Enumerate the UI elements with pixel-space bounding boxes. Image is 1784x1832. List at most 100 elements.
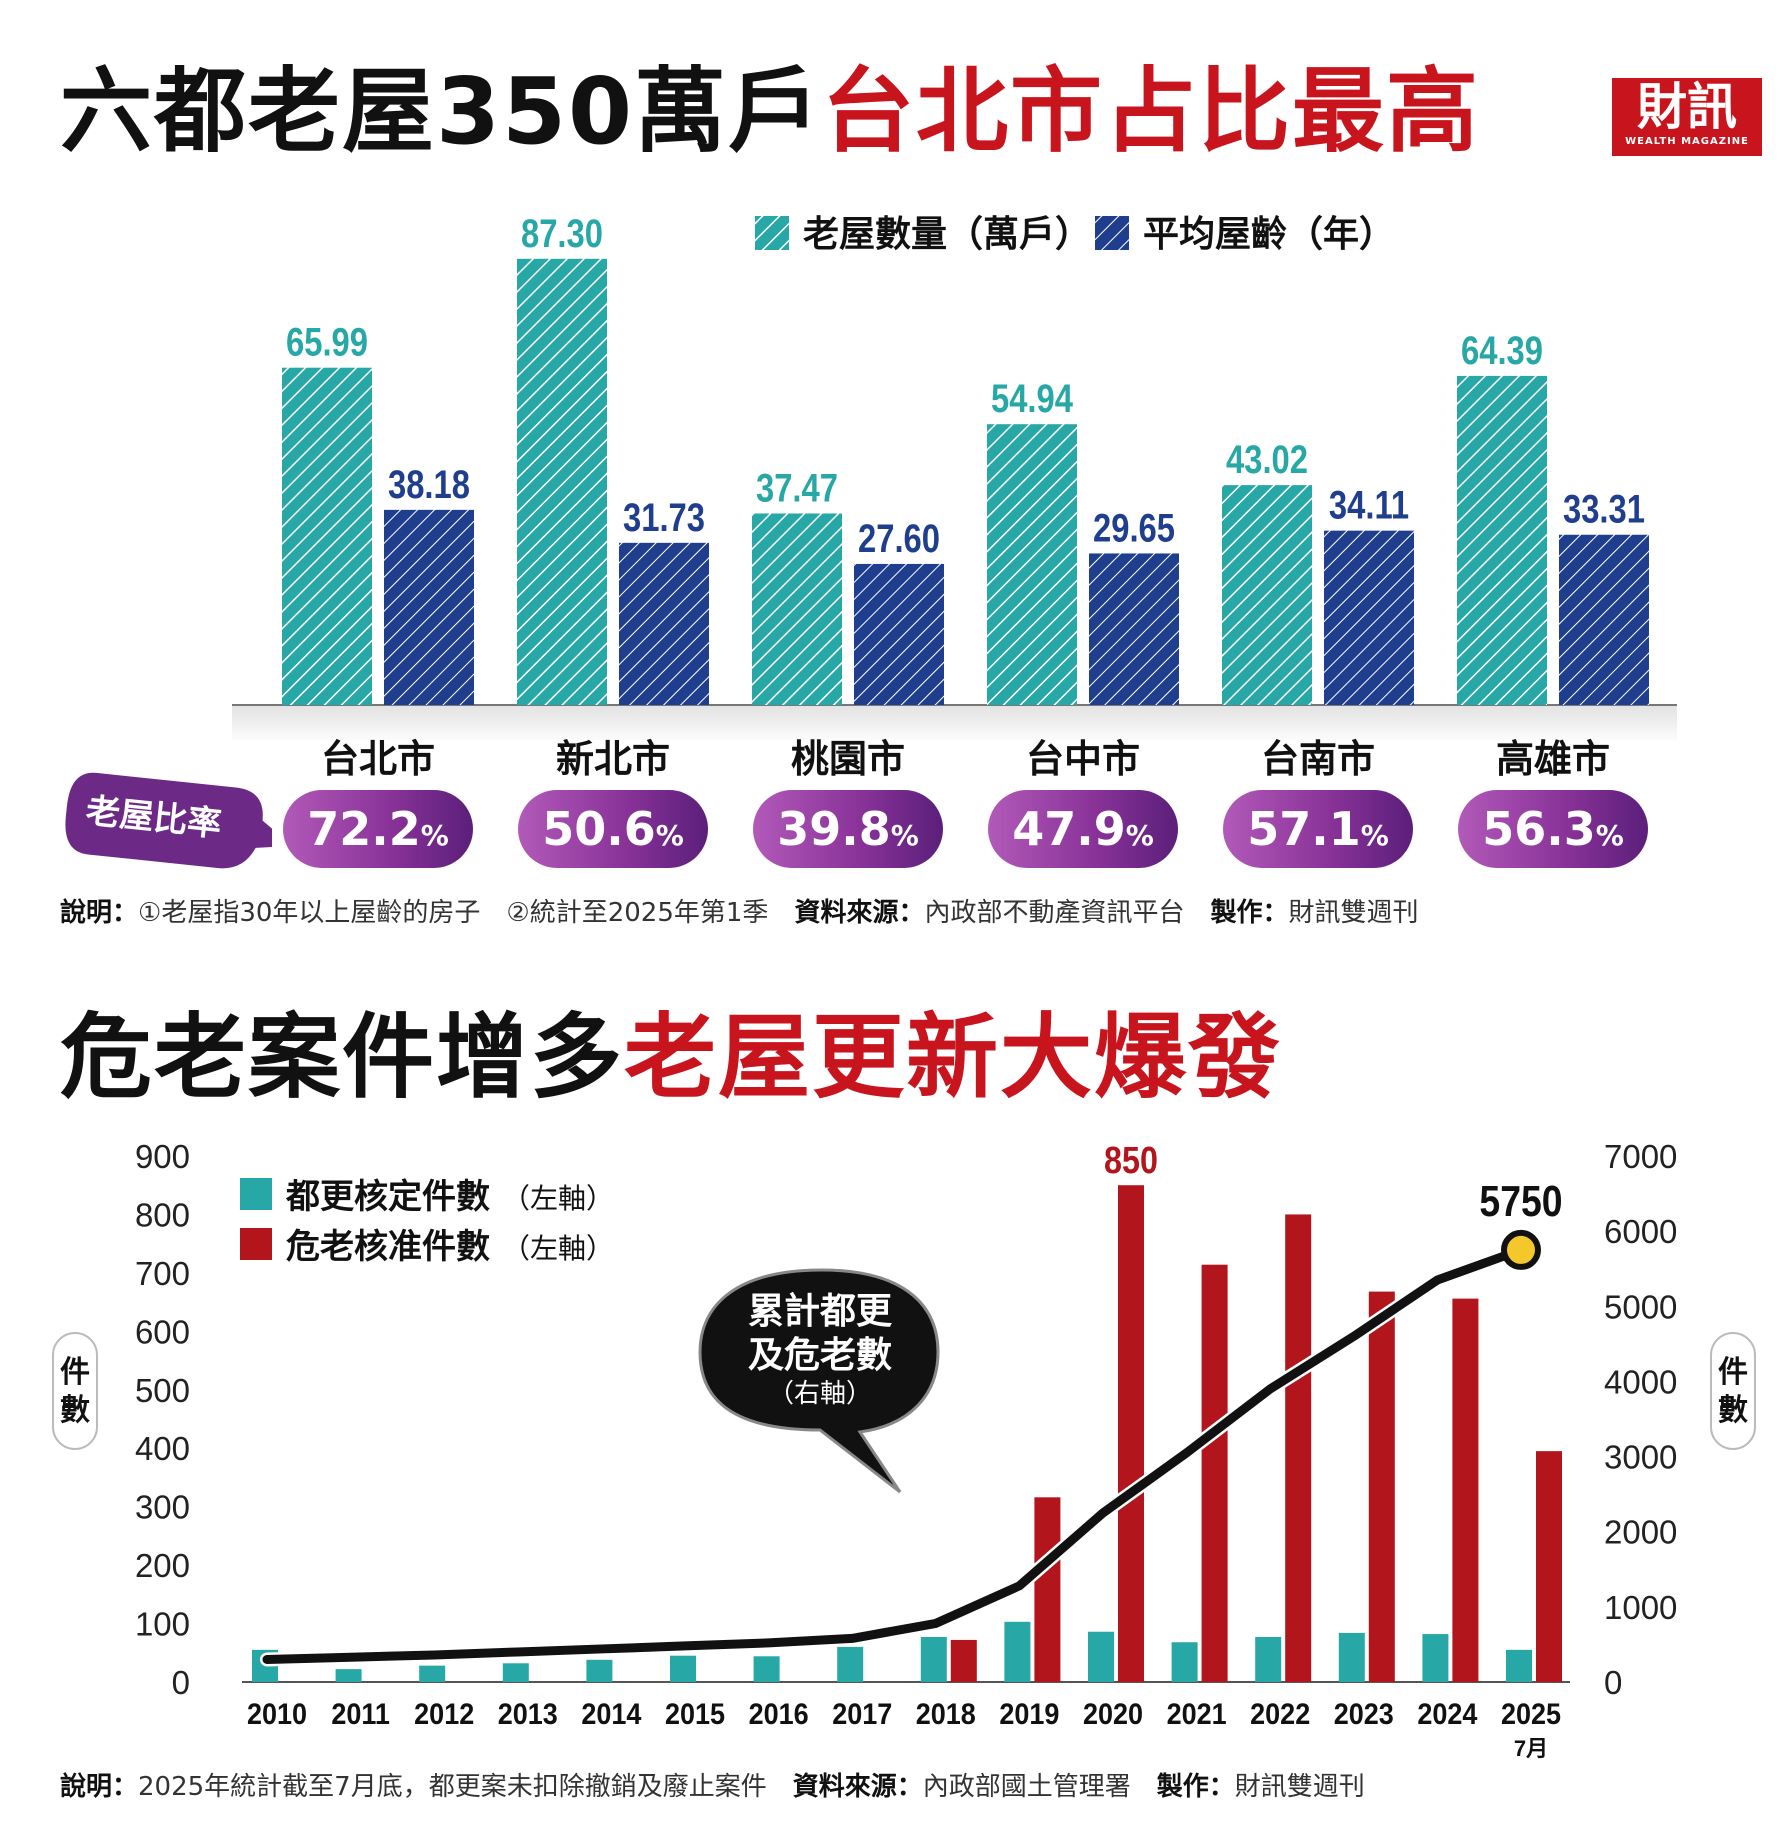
left-tick-6: 600 [135, 1313, 190, 1350]
ratio-pill-0: 72.2% [283, 790, 473, 868]
city-label-3: 台中市 [1025, 737, 1140, 781]
data-label-count-3: 54.94 [991, 376, 1074, 421]
note2-label3: 製作： [1156, 1772, 1235, 1802]
data-label-age-5: 33.31 [1563, 487, 1645, 532]
title-black: 六都老屋350萬戶 [60, 58, 823, 165]
title-red: 台北市占比最高 [822, 58, 1481, 165]
legend2-note-0: （左軸） [502, 1183, 614, 1214]
section2-title-black: 危老案件增多 [60, 1004, 625, 1111]
bar-urban-2018 [920, 1636, 947, 1682]
bar-danger-2024 [1452, 1298, 1479, 1682]
city-label-5: 高雄市 [1495, 737, 1610, 781]
ratio-unit-2: % [890, 819, 919, 852]
bar-age-2 [854, 563, 944, 705]
right-tick-7: 7000 [1604, 1138, 1677, 1175]
x-tick-2020: 2020 [1083, 1698, 1143, 1732]
data-label-age-2: 27.60 [858, 516, 940, 561]
x-tick-2013: 2013 [498, 1698, 558, 1732]
left-tick-5: 500 [135, 1372, 190, 1409]
note1-label1: 說明： [60, 898, 139, 928]
city-label-2: 桃園市 [790, 737, 905, 781]
callout-bubble [698, 1268, 940, 1494]
right-tick-4: 4000 [1604, 1363, 1677, 1400]
bar-urban-2025 [1506, 1649, 1532, 1682]
bar-danger-2021 [1201, 1264, 1228, 1682]
legend-text-0: 老屋數量（萬戶） [803, 213, 1091, 254]
ratio-label-bubble [65, 772, 272, 869]
ratio-unit-5: % [1595, 819, 1624, 852]
bar-danger-2020 [1118, 1185, 1144, 1682]
legend2-text-0: 都更核定件數 [285, 1178, 490, 1216]
legend2-swatch-0 [240, 1178, 272, 1210]
bar-urban-2016 [753, 1656, 780, 1682]
callout-line3: （右軸） [767, 1379, 872, 1409]
ratio-value-3: 47.9 [1012, 802, 1126, 856]
bar-count-0 [282, 367, 372, 705]
annotation-0: 850 [1104, 1140, 1158, 1182]
chart1-note: 說明：①老屋指30年以上屋齡的房子 ②統計至2025年第1季 資料來源：內政部不… [60, 892, 1419, 929]
bar-count-5 [1457, 375, 1547, 705]
bar-urban-2021 [1171, 1642, 1198, 1682]
note1-text2: 內政部不動產資訊平台 [924, 898, 1211, 928]
logo-subtext: WEALTH MAGAZINE [1625, 136, 1749, 147]
data-label-count-1: 87.30 [521, 211, 603, 256]
x-tick-2015: 2015 [665, 1698, 725, 1732]
ratio-value-5: 56.3 [1482, 802, 1596, 856]
callout-line1: 累計都更 [747, 1291, 892, 1332]
legend-swatch-0 [755, 216, 789, 250]
note2-text2: 內政部國土管理署 [922, 1772, 1157, 1802]
x-tick-2024: 2024 [1417, 1698, 1477, 1732]
logo-text: 財訊 [1637, 78, 1737, 136]
left-tick-7: 700 [135, 1255, 190, 1292]
bar-count-3 [987, 424, 1077, 705]
note2-text3: 財訊雙週刊 [1234, 1772, 1365, 1802]
bar-age-0 [384, 509, 474, 705]
right-tick-1: 1000 [1604, 1589, 1677, 1626]
brand-logo: 財訊 WEALTH MAGAZINE [1612, 78, 1762, 156]
ratio-pill-5: 56.3% [1458, 790, 1648, 868]
bar-danger-2025 [1536, 1451, 1562, 1682]
bar-urban-2015 [670, 1655, 696, 1682]
bar-urban-2012 [419, 1665, 446, 1682]
right-axis-label: 件數 [1710, 1332, 1756, 1450]
right-tick-6: 6000 [1604, 1213, 1677, 1250]
note1-label2: 資料來源： [794, 898, 925, 928]
x-tick-2021: 2021 [1167, 1698, 1227, 1732]
data-label-age-0: 38.18 [388, 462, 470, 507]
bar-urban-2022 [1255, 1636, 1282, 1682]
data-label-count-4: 43.02 [1226, 437, 1308, 482]
right-axis-text: 件數 [1718, 1355, 1748, 1428]
ratio-unit-4: % [1360, 819, 1389, 852]
legend2-swatch-1 [240, 1228, 272, 1260]
bar-urban-2020 [1088, 1631, 1114, 1682]
x-tick-2023: 2023 [1334, 1698, 1394, 1732]
note2-text1: 2025年統計截至7月底，都更案未扣除撤銷及廢止案件 [138, 1772, 793, 1802]
bar-urban-2024 [1422, 1634, 1449, 1682]
ratio-pill-4: 57.1% [1223, 790, 1413, 868]
left-tick-4: 400 [135, 1430, 190, 1467]
bar-age-5 [1559, 534, 1649, 705]
x-tick-2017: 2017 [832, 1698, 892, 1732]
legend-text-1: 平均屋齡（年） [1143, 213, 1395, 254]
ratio-pill-3: 47.9% [988, 790, 1178, 868]
annotation-1: 5750 [1479, 1176, 1562, 1226]
cumulative-line [262, 1245, 1526, 1664]
ratio-value-0: 72.2 [307, 802, 421, 856]
ratio-unit-1: % [655, 819, 684, 852]
left-axis-label: 件數 [52, 1332, 98, 1450]
data-label-age-4: 34.11 [1329, 483, 1409, 528]
x-tick-2010: 2010 [247, 1698, 307, 1732]
bar-count-4 [1222, 485, 1312, 705]
right-tick-2: 2000 [1604, 1514, 1677, 1551]
data-label-count-2: 37.47 [756, 465, 838, 510]
chart-old-houses: 65.99 38.18 87.30 31.73 37.47 27.60 54.94 29.65… [232, 211, 1677, 740]
data-label-count-5: 64.39 [1461, 328, 1543, 373]
left-axis-text: 件數 [60, 1355, 90, 1428]
city-label-1: 新北市 [555, 737, 670, 781]
main-title: 六都老屋350萬戶台北市占比最高 [60, 66, 1480, 158]
legend2-text-1: 危老核准件數 [286, 1228, 490, 1266]
note2-label1: 說明： [60, 1772, 139, 1802]
callout-text: 累計都更 及危老數 （右軸） [720, 1290, 920, 1410]
ratio-value-2: 39.8 [777, 802, 891, 856]
left-tick-8: 800 [135, 1196, 190, 1233]
